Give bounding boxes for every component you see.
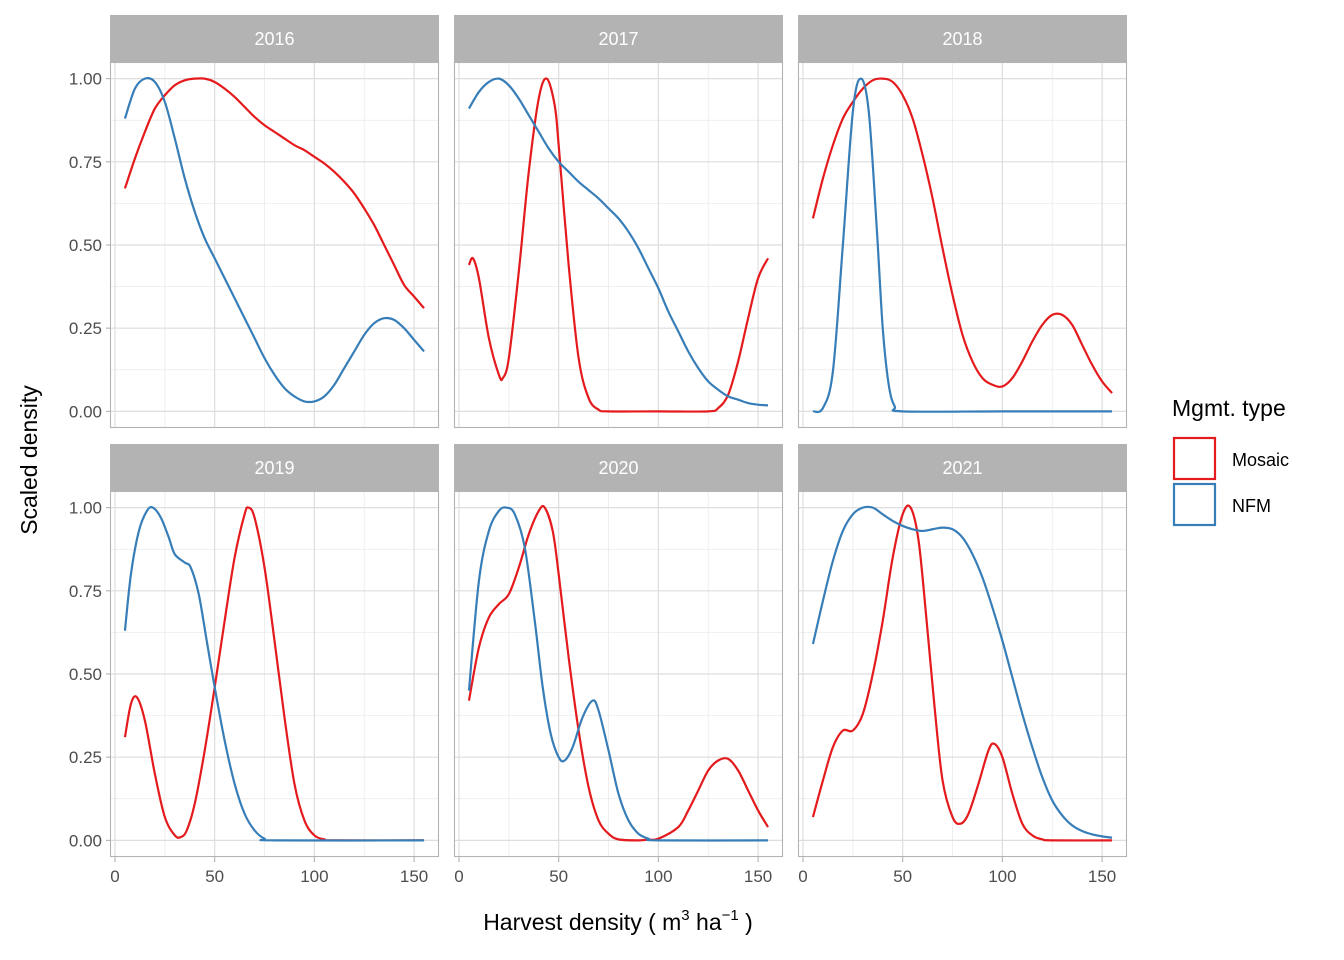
x-axis-title: Harvest density ( m3 ha−1 ) [483,907,753,935]
facet-strip-label: 2019 [254,458,294,478]
x-tick-label: 100 [988,867,1016,886]
panel-border [453,61,784,429]
x-axis-title-end: ) [739,909,753,935]
y-tick-label: 0.00 [69,831,102,850]
x-tick-label: 50 [549,867,568,886]
y-tick-label: 0.50 [69,236,102,255]
x-axis-title-sup-3: 3 [681,907,689,924]
facet-panel-2019: 2019 [109,444,440,858]
panel-border [797,61,1128,429]
legend-label-mosaic: Mosaic [1232,450,1289,470]
panel-border [109,61,440,429]
x-tick-label: 100 [300,867,328,886]
x-tick-label: 50 [205,867,224,886]
density-line-nfm-2019 [123,506,425,842]
density-line-mosaic-2019 [123,506,425,842]
panel-border [453,490,784,858]
y-tick-label: 0.00 [69,402,102,421]
legend: Mgmt. type Mosaic NFM [1172,395,1289,527]
y-tick-label: 1.00 [69,70,102,89]
facet-strip [110,444,439,491]
y-tick-label: 1.00 [69,499,102,518]
y-axis-title: Scaled density [16,385,42,535]
facet-strip [454,15,783,62]
legend-key-nfm[interactable] [1172,482,1217,527]
x-axis-title-base: Harvest density ( m [483,909,681,935]
legend-title: Mgmt. type [1172,395,1286,421]
density-line-nfm-2017 [468,77,769,407]
x-axis-title-sup-minus1: −1 [722,907,739,924]
facet-panels: 2016 2017 2018 2019 2020 2021 [109,15,1128,858]
panel-border [797,490,1128,858]
y-tick-label: 0.75 [69,582,102,601]
density-line-nfm-2021 [811,505,1113,839]
x-axis-title-mid: ha [690,909,722,935]
density-line-nfm-2018 [812,77,1113,414]
facet-strip [798,444,1127,491]
x-tick-label: 150 [744,867,772,886]
facet-strip-label: 2020 [598,458,638,478]
facet-strip [454,444,783,491]
x-tick-label: 100 [644,867,672,886]
facet-strip-label: 2018 [942,29,982,49]
density-line-mosaic-2018 [811,77,1113,394]
x-tick-label: 50 [893,867,912,886]
y-tick-label: 0.50 [69,665,102,684]
density-line-nfm-2016 [123,77,425,404]
density-line-mosaic-2020 [467,504,769,842]
density-line-mosaic-2017 [467,77,770,413]
x-tick-label: 150 [400,867,428,886]
y-tick-label: 0.75 [69,153,102,172]
density-line-mosaic-2016 [123,77,425,309]
axes: 0.00 0.25 0.50 0.75 1.00 0.00 0.25 0.50 0.75 1.00… [69,70,1116,886]
facet-panel-2021: 2021 [797,444,1128,858]
facet-panel-2020: 2020 [453,444,784,858]
density-line-mosaic-2021 [811,504,1113,842]
x-tick-label: 0 [110,867,119,886]
facet-panel-2018: 2018 [797,15,1128,429]
facet-panel-2017: 2017 [453,15,784,429]
x-tick-label: 0 [798,867,807,886]
x-tick-label: 150 [1088,867,1116,886]
facet-panel-2016: 2016 [109,15,440,429]
facet-strip-label: 2016 [254,29,294,49]
legend-label-nfm: NFM [1232,496,1271,516]
panel-border [109,490,440,858]
facet-strip [798,15,1127,62]
x-tick-label: 0 [454,867,463,886]
facet-strip [110,15,439,62]
legend-key-mosaic[interactable] [1172,436,1217,481]
y-tick-label: 0.25 [69,319,102,338]
density-line-nfm-2020 [467,506,769,842]
facet-strip-label: 2017 [598,29,638,49]
y-tick-label: 0.25 [69,748,102,767]
facet-strip-label: 2021 [942,458,982,478]
